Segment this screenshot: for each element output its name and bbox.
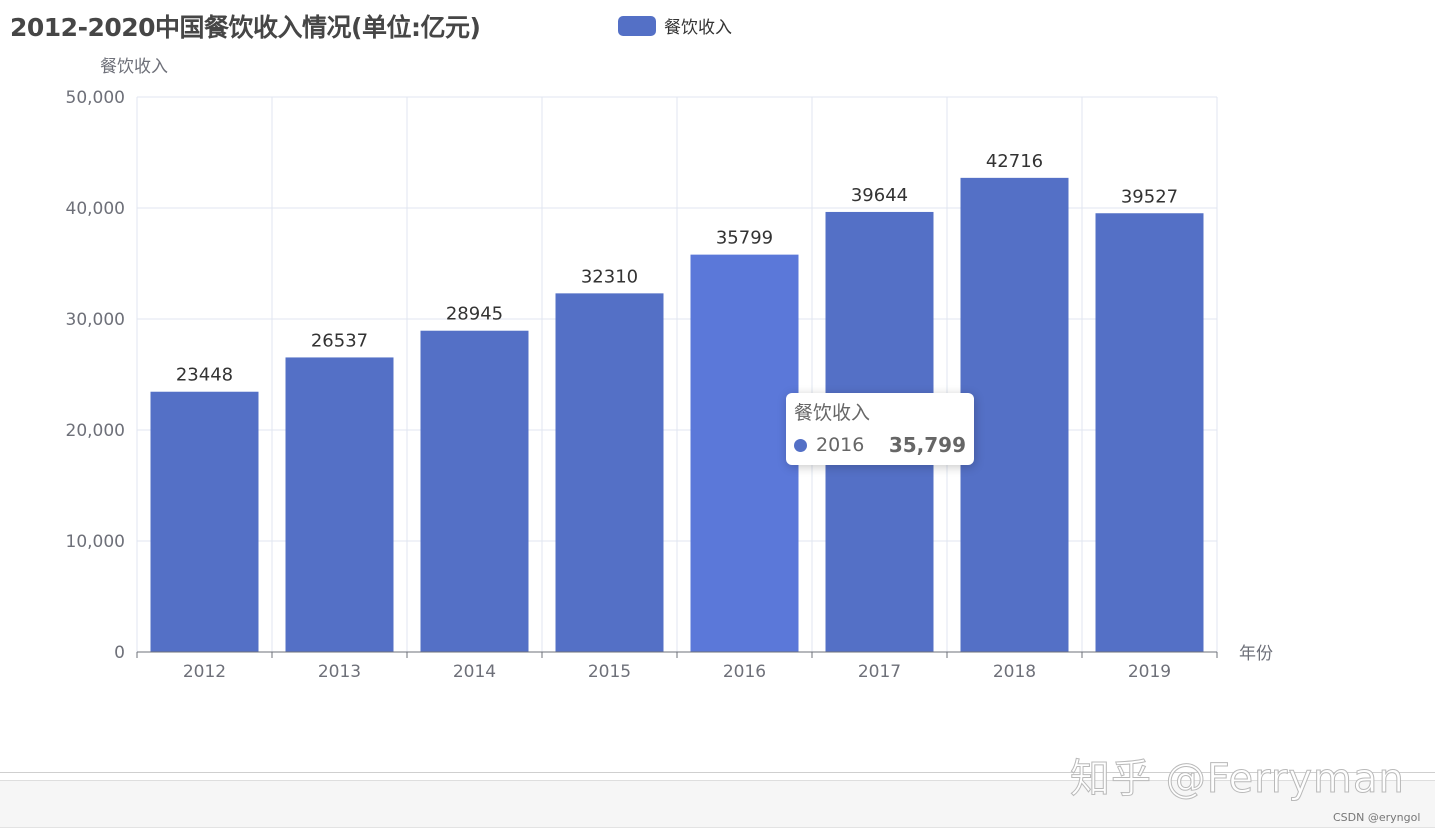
x-tick-label: 2017 — [858, 662, 901, 682]
data-label: 26537 — [311, 330, 368, 351]
x-tick-label: 2018 — [993, 662, 1036, 682]
bar — [285, 357, 394, 652]
bar — [690, 254, 799, 652]
x-tick-label: 2014 — [453, 662, 496, 682]
data-label: 39527 — [1121, 186, 1178, 207]
x-tick-label: 2012 — [183, 662, 226, 682]
data-label: 39644 — [851, 185, 908, 206]
y-tick-label: 20,000 — [66, 421, 125, 441]
tooltip: 餐饮收入 2016 35,799 — [786, 393, 974, 465]
x-tick-label: 2019 — [1128, 662, 1171, 682]
x-axis — [136, 651, 1218, 658]
data-label: 35799 — [716, 228, 773, 249]
bar — [555, 293, 664, 652]
tooltip-title: 餐饮收入 — [794, 402, 871, 424]
y-axis-label: 餐饮收入 — [100, 57, 168, 77]
footer-divider — [0, 772, 1435, 773]
data-label: 28945 — [446, 304, 503, 325]
tooltip-row: 2016 35,799 — [794, 433, 966, 457]
tooltip-value: 35,799 — [888, 433, 966, 457]
legend[interactable]: 餐饮收入 — [618, 13, 732, 38]
y-tick-label: 50,000 — [66, 88, 125, 108]
data-label: 32310 — [581, 266, 638, 287]
x-tick-label: 2016 — [723, 662, 766, 682]
bar — [1095, 213, 1204, 652]
chart-title: 2012-2020中国餐饮收入情况(单位:亿元) — [10, 13, 481, 42]
data-label: 23448 — [176, 365, 233, 386]
legend-label[interactable]: 餐饮收入 — [664, 18, 732, 38]
tooltip-category: 2016 — [816, 434, 865, 456]
data-labels: 23448 26537 28945 32310 35799 39644 42716 39527 — [176, 151, 1178, 386]
y-axis-tick-labels: 0 10,000 20,000 30,000 40,000 50,000 — [66, 88, 125, 663]
data-label: 42716 — [986, 151, 1043, 172]
tooltip-marker-icon — [794, 438, 807, 452]
footer-band — [0, 780, 1435, 828]
bar — [420, 330, 529, 652]
y-tick-label: 30,000 — [66, 310, 125, 330]
credit-text: CSDN @eryngol — [1333, 811, 1421, 824]
y-tick-label: 0 — [114, 643, 125, 663]
x-tick-label: 2013 — [318, 662, 361, 682]
grid-lines — [136, 96, 1218, 652]
bar — [960, 177, 1069, 652]
y-tick-label: 10,000 — [66, 532, 125, 552]
x-axis-label: 年份 — [1239, 644, 1273, 664]
legend-swatch[interactable] — [618, 15, 656, 36]
x-axis-tick-labels: 2012 2013 2014 2015 2016 2017 2018 2019 — [183, 662, 1171, 682]
y-tick-label: 40,000 — [66, 199, 125, 219]
watermark: 知乎 @Ferryman — [1070, 756, 1405, 803]
bar — [150, 391, 259, 652]
x-tick-label: 2015 — [588, 662, 631, 682]
